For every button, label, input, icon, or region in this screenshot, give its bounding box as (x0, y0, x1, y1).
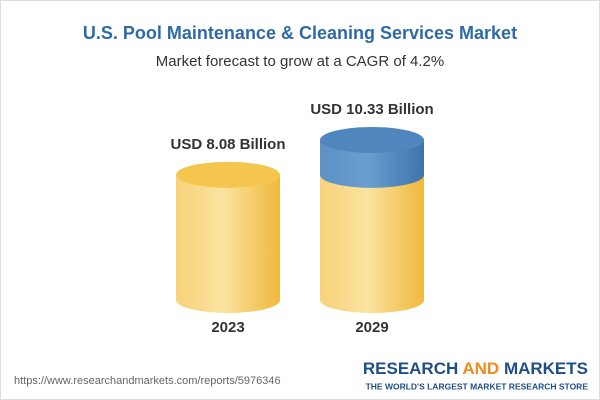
brand-word: AND (462, 359, 499, 378)
category-label: 2029 (355, 319, 388, 336)
chart-subtitle: Market forecast to grow at a CAGR of 4.2… (156, 53, 444, 70)
brand-name: RESEARCH AND MARKETS (363, 359, 588, 378)
value-label: USD 10.33 Billion (310, 101, 433, 118)
cylinder-growth-base (320, 161, 424, 188)
cylinder-top (320, 127, 424, 153)
category-label: 2023 (211, 319, 244, 336)
cylinder (320, 127, 424, 313)
plot: USD 8.08 Billion 2023 USD 10.33 Billion 202… (170, 101, 433, 336)
value-label: USD 8.08 Billion (170, 136, 285, 153)
brand-word: MARKETS (504, 359, 588, 378)
cylinder-body (176, 174, 280, 300)
brand-tagline: THE WORLD'S LARGEST MARKET RESEARCH STOR… (366, 381, 589, 391)
cylinder-base (320, 287, 424, 313)
cylinder-base (176, 287, 280, 313)
brand-word: RESEARCH (363, 359, 458, 378)
cylinder-top (176, 161, 280, 188)
source-url: https://www.researchandmarkets.com/repor… (14, 375, 281, 387)
cylinder (176, 161, 280, 313)
cylinder-body (320, 174, 424, 300)
chart-title: U.S. Pool Maintenance & Cleaning Service… (83, 23, 517, 43)
